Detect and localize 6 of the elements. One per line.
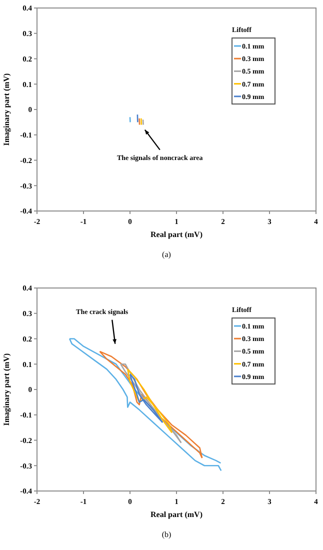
x-axis-title: Real part (mV) <box>150 230 203 239</box>
y-axis-title: Imaginary part (mV) <box>2 352 11 426</box>
text: (b) <box>162 530 172 539</box>
x-axis-title: Real part (mV) <box>150 510 203 519</box>
y-axis-title: Imaginary part (mV) <box>2 72 11 146</box>
text: (a) <box>162 250 172 259</box>
